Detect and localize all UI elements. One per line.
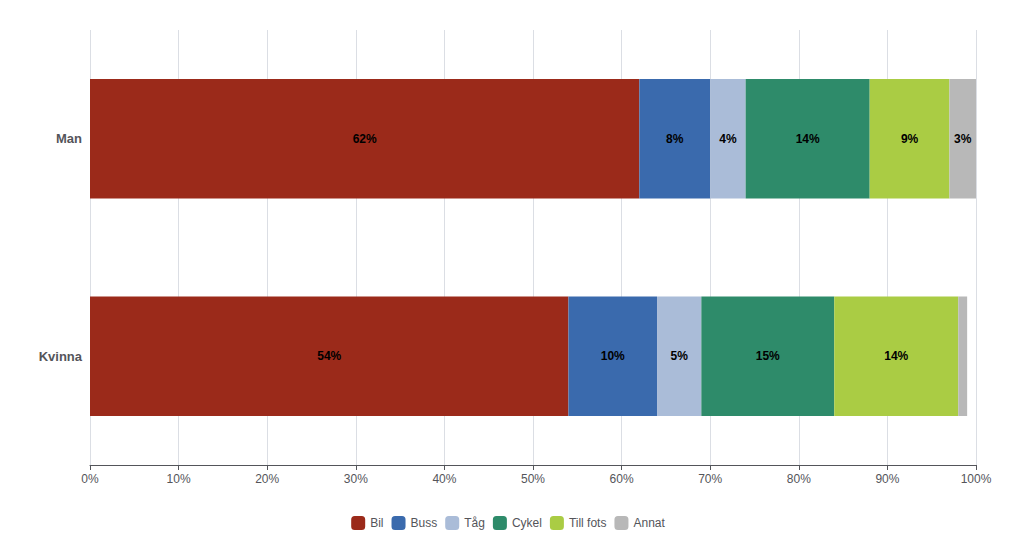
svg-text:30%: 30% — [344, 472, 368, 486]
svg-text:40%: 40% — [432, 472, 456, 486]
svg-text:10%: 10% — [601, 349, 625, 363]
svg-text:60%: 60% — [610, 472, 634, 486]
svg-text:Till fots: Till fots — [569, 516, 607, 530]
svg-text:Man: Man — [56, 131, 82, 146]
svg-text:70%: 70% — [698, 472, 722, 486]
svg-text:Buss: Buss — [411, 516, 438, 530]
svg-text:Tåg: Tåg — [464, 516, 485, 530]
svg-text:54%: 54% — [317, 349, 341, 363]
svg-text:9%: 9% — [901, 132, 919, 146]
svg-text:Kvinna: Kvinna — [39, 349, 83, 364]
svg-text:100%: 100% — [961, 472, 992, 486]
svg-text:90%: 90% — [875, 472, 899, 486]
svg-text:62%: 62% — [353, 132, 377, 146]
svg-text:0%: 0% — [81, 472, 99, 486]
svg-text:14%: 14% — [884, 349, 908, 363]
svg-text:15%: 15% — [756, 349, 780, 363]
svg-text:14%: 14% — [796, 132, 820, 146]
svg-text:10%: 10% — [167, 472, 191, 486]
svg-text:80%: 80% — [787, 472, 811, 486]
svg-text:Bil: Bil — [370, 516, 383, 530]
svg-text:Cykel: Cykel — [512, 516, 542, 530]
svg-text:5%: 5% — [671, 349, 689, 363]
svg-text:4%: 4% — [719, 132, 737, 146]
svg-text:20%: 20% — [255, 472, 279, 486]
svg-text:Annat: Annat — [633, 516, 665, 530]
svg-text:50%: 50% — [521, 472, 545, 486]
svg-text:8%: 8% — [666, 132, 684, 146]
svg-text:3%: 3% — [954, 132, 972, 146]
